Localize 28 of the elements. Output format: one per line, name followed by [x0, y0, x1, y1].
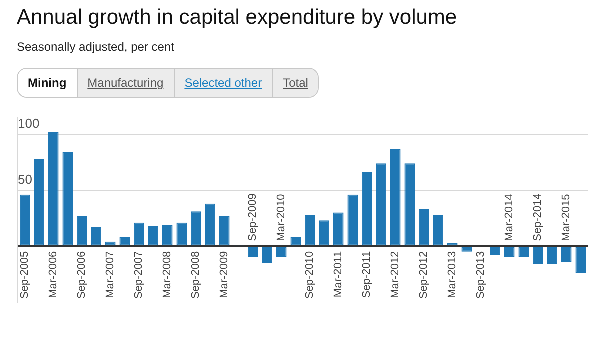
x-tick-label: Mar-2010 [276, 194, 288, 242]
x-tick-label: Sep-2012 [418, 251, 430, 300]
x-tick-label: Sep-2009 [247, 194, 260, 242]
text: Mining [18, 69, 77, 97]
x-tick-label: Mar-2007 [104, 251, 117, 298]
x-tick-label: Sep-2013 [475, 251, 488, 300]
x-tick-label: Sep-2007 [133, 251, 146, 300]
text: Total [272, 69, 318, 97]
x-tick-label: Sep-2011 [361, 251, 374, 298]
x-tick-label: Mar-2006 [48, 251, 60, 298]
chart-title: Annual growth in capital expenditure by volume [17, 6, 458, 30]
x-tick-label: Sep-2010 [304, 251, 316, 300]
x-tick-label: Mar-2014 [504, 194, 516, 242]
x-tick-label: Mar-2012 [390, 251, 402, 298]
x-tick-label: Sep-2005 [19, 251, 32, 300]
chart-subtitle: Seasonally adjusted, per cent [17, 40, 174, 54]
x-tick-label: Mar-2015 [560, 194, 573, 242]
x-tick-label: Sep-2014 [532, 194, 544, 242]
x-tick-label: Mar-2009 [218, 251, 231, 298]
y-tick-label: 50 [18, 172, 32, 188]
text: Manufacturing [76, 69, 174, 97]
x-tick-label: Sep-2008 [190, 251, 202, 300]
text: Selected other [174, 69, 272, 97]
y-tick-label: 100 [18, 116, 40, 132]
x-tick-label: Sep-2006 [76, 251, 88, 300]
x-tick-label: Mar-2011 [332, 251, 345, 298]
x-tick-label: Mar-2008 [162, 251, 174, 298]
x-tick-label: Mar-2013 [446, 251, 459, 298]
